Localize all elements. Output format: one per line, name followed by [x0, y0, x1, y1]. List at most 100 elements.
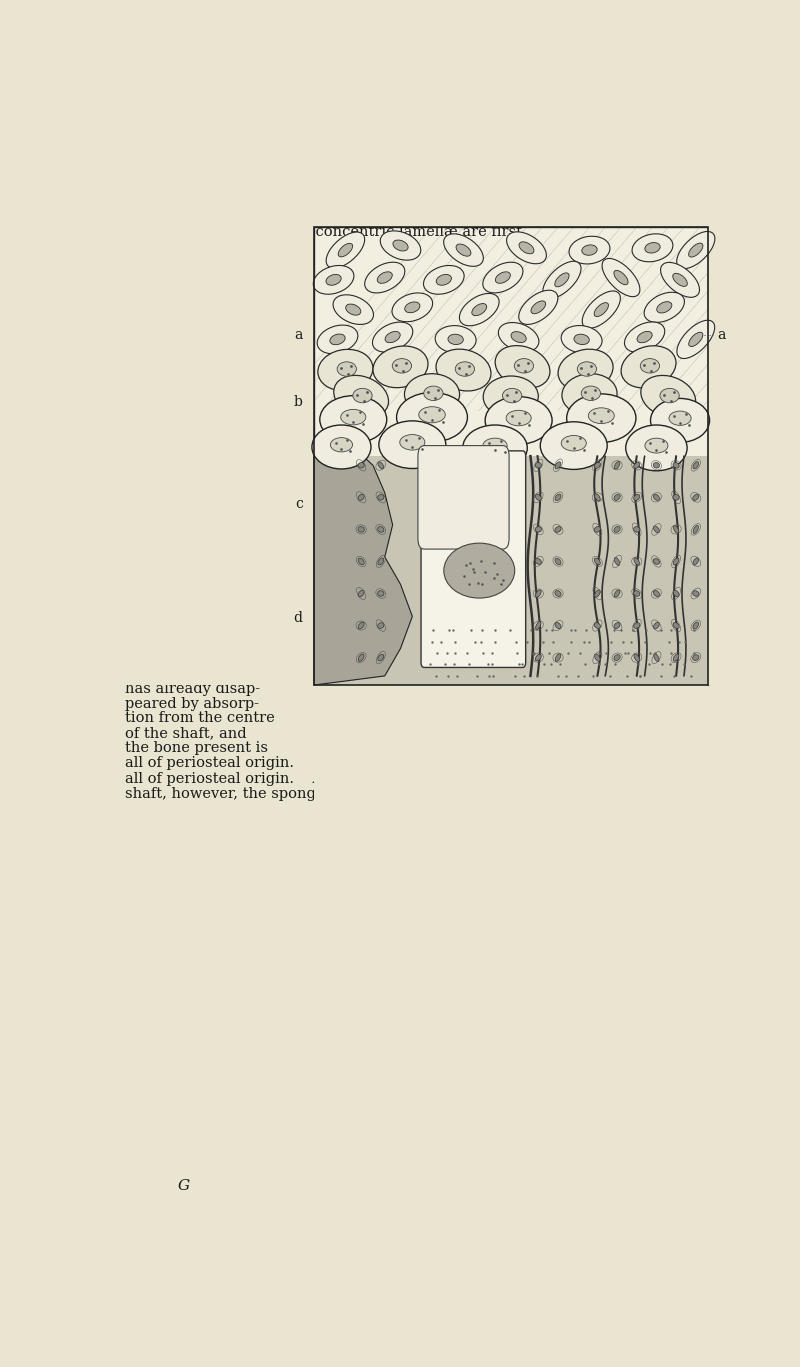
Text: into compact, the: into compact, the [125, 455, 254, 469]
Ellipse shape [582, 291, 620, 328]
Text: near the marrow: near the marrow [125, 499, 250, 513]
Ellipse shape [634, 462, 640, 469]
Ellipse shape [657, 302, 672, 313]
Ellipse shape [379, 421, 446, 469]
Text: a: a [717, 328, 726, 342]
Ellipse shape [436, 275, 451, 286]
Ellipse shape [602, 258, 640, 297]
Ellipse shape [621, 346, 676, 388]
Ellipse shape [380, 231, 421, 260]
Ellipse shape [614, 558, 620, 566]
Bar [314, 227, 707, 685]
Text: spongy bone, and: spongy bone, and [125, 558, 255, 571]
Ellipse shape [353, 388, 372, 403]
Ellipse shape [654, 559, 659, 565]
Ellipse shape [693, 655, 699, 660]
Ellipse shape [333, 295, 374, 324]
Ellipse shape [594, 589, 600, 597]
Ellipse shape [502, 388, 522, 403]
Ellipse shape [555, 653, 561, 662]
Ellipse shape [641, 376, 696, 418]
Ellipse shape [506, 232, 546, 264]
Ellipse shape [341, 409, 366, 425]
Ellipse shape [444, 234, 483, 267]
Ellipse shape [561, 436, 586, 451]
Ellipse shape [358, 526, 364, 532]
Ellipse shape [378, 623, 384, 629]
Ellipse shape [358, 462, 364, 468]
Ellipse shape [543, 261, 581, 298]
Ellipse shape [540, 422, 607, 469]
Ellipse shape [483, 376, 538, 417]
Ellipse shape [535, 462, 542, 468]
Ellipse shape [555, 591, 561, 596]
Ellipse shape [400, 435, 425, 450]
Text: at the same time: at the same time [125, 484, 249, 498]
Ellipse shape [693, 558, 698, 565]
Ellipse shape [594, 653, 600, 662]
Ellipse shape [555, 462, 561, 469]
Text: osteum is of a: osteum is of a [125, 395, 228, 410]
Ellipse shape [436, 349, 491, 391]
Ellipse shape [397, 392, 467, 442]
Ellipse shape [318, 350, 373, 391]
Text: here changed into: here changed into [125, 543, 260, 556]
Ellipse shape [462, 425, 527, 470]
Ellipse shape [693, 462, 698, 469]
Ellipse shape [637, 331, 652, 343]
Ellipse shape [346, 303, 361, 316]
Text: shaft of a long bone—the concentric lamellæ are first: shaft of a long bone—the concentric lame… [125, 226, 522, 239]
Ellipse shape [614, 589, 620, 597]
Ellipse shape [365, 262, 405, 293]
Ellipse shape [320, 395, 386, 443]
Ellipse shape [535, 655, 542, 660]
Text: d: d [294, 611, 302, 625]
Ellipse shape [578, 362, 597, 376]
Ellipse shape [330, 334, 345, 344]
Ellipse shape [614, 271, 628, 284]
Ellipse shape [535, 526, 542, 532]
Ellipse shape [485, 396, 552, 444]
Ellipse shape [535, 493, 542, 500]
Ellipse shape [498, 323, 539, 351]
Ellipse shape [338, 243, 353, 257]
Text: shaft, however, the spongy bone is all endochondral: shaft, however, the spongy bone is all e… [125, 787, 511, 801]
Ellipse shape [693, 591, 699, 596]
Text: the bone present is: the bone present is [125, 741, 268, 755]
Ellipse shape [456, 243, 471, 256]
Ellipse shape [378, 462, 384, 469]
Ellipse shape [392, 358, 411, 373]
Text: b: b [294, 395, 302, 409]
Ellipse shape [594, 526, 601, 532]
Ellipse shape [614, 495, 620, 500]
Ellipse shape [669, 411, 691, 425]
Ellipse shape [373, 346, 428, 388]
Ellipse shape [378, 591, 384, 596]
Ellipse shape [337, 362, 357, 376]
Ellipse shape [594, 493, 600, 500]
FancyBboxPatch shape [421, 451, 526, 667]
Ellipse shape [483, 262, 523, 293]
Ellipse shape [660, 388, 679, 403]
Ellipse shape [317, 325, 358, 354]
Ellipse shape [654, 622, 659, 629]
Ellipse shape [448, 334, 463, 344]
Ellipse shape [506, 410, 531, 425]
FancyBboxPatch shape [418, 446, 509, 550]
Text: G: G [178, 1180, 190, 1193]
Ellipse shape [535, 591, 541, 597]
Ellipse shape [405, 373, 459, 416]
Ellipse shape [644, 293, 685, 323]
Text: posited by the peri-: posited by the peri- [125, 381, 269, 395]
Ellipse shape [673, 495, 679, 500]
Ellipse shape [558, 349, 613, 391]
Ellipse shape [634, 591, 640, 596]
Bar [314, 0, 707, 227]
Ellipse shape [378, 272, 392, 283]
Ellipse shape [314, 265, 354, 294]
Text: reverse is going on: reverse is going on [125, 469, 267, 484]
Text: and gradually be-: and gradually be- [125, 425, 254, 439]
Text: of the shaft, and: of the shaft, and [125, 726, 246, 740]
Ellipse shape [632, 234, 673, 262]
Text: widened out and: widened out and [125, 286, 249, 301]
